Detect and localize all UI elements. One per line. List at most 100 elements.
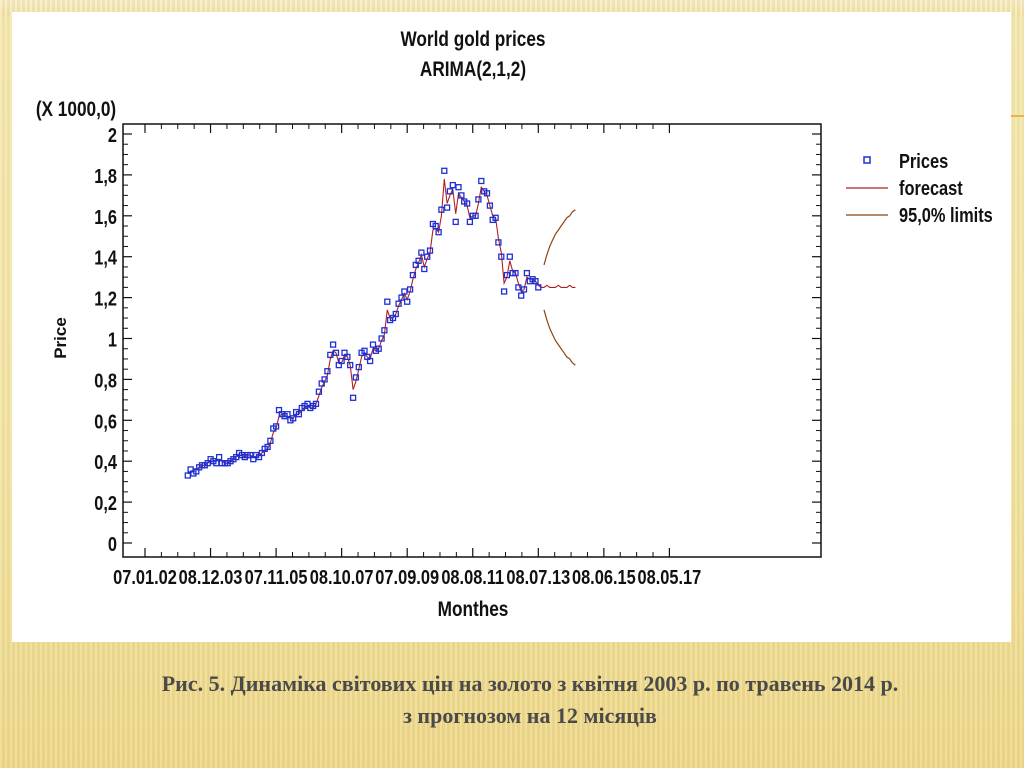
- price-point: [518, 292, 525, 299]
- price-point: [404, 298, 411, 305]
- price-point: [495, 239, 502, 246]
- y-tick-label: 0,2: [94, 492, 117, 515]
- legend-label-prices: Prices: [899, 149, 948, 172]
- price-point: [520, 286, 528, 293]
- price-point: [463, 200, 471, 207]
- price-point: [392, 310, 399, 318]
- legend-label-forecast: forecast: [899, 176, 963, 199]
- price-point: [512, 269, 519, 277]
- price-point: [290, 415, 297, 422]
- x-tick-label: 07.01.02: [113, 565, 177, 588]
- price-point: [378, 335, 385, 342]
- x-tick-label: 08.08.11: [441, 565, 504, 588]
- y-multiplier-label: (X 1000,0): [36, 99, 116, 122]
- price-point: [398, 294, 405, 301]
- price-point: [409, 271, 417, 279]
- x-axis-ticks: 07.01.02 08.12.03 07.11.05 08.10.07 07.09.09…: [113, 124, 701, 588]
- x-tick-label: 08.10.07: [310, 565, 374, 588]
- legend-label-limits: 95,0% limits: [899, 203, 993, 226]
- price-point: [284, 411, 291, 418]
- y-tick-label: 0,6: [94, 410, 117, 433]
- caption-line-1: Рис. 5. Динаміка світових цін на золото …: [161, 671, 899, 696]
- price-point: [321, 376, 328, 383]
- legend-marker-prices: [863, 156, 871, 164]
- price-point: [483, 190, 491, 197]
- price-point: [492, 214, 499, 221]
- price-point: [327, 351, 334, 359]
- price-point: [472, 212, 479, 219]
- series-points: [184, 167, 542, 479]
- y-tick-label: 2: [108, 123, 117, 146]
- price-point: [424, 253, 431, 260]
- price-point: [401, 288, 408, 295]
- price-point: [272, 423, 280, 430]
- price-point: [418, 249, 425, 256]
- price-point: [498, 253, 505, 260]
- price-point: [432, 222, 439, 230]
- price-point: [426, 247, 434, 254]
- price-point: [375, 345, 382, 352]
- chart-panel: [12, 12, 1011, 642]
- price-point: [332, 349, 340, 356]
- price-point: [443, 204, 451, 211]
- upper-limit-line: [543, 209, 576, 266]
- price-point: [478, 177, 485, 185]
- y-tick-label: 1,2: [94, 287, 117, 310]
- price-point: [312, 400, 320, 408]
- price-point: [355, 363, 362, 371]
- legend: Prices forecast 95,0% limits: [846, 149, 993, 226]
- price-point: [324, 368, 331, 375]
- x-tick-label: 08.06.15: [572, 565, 636, 588]
- y-axis-label: Price: [51, 317, 70, 359]
- plot-area-frame: [122, 123, 822, 558]
- price-point: [344, 353, 351, 361]
- price-point: [295, 411, 303, 418]
- price-point: [366, 357, 374, 365]
- x-tick-label: 08.07.13: [506, 565, 570, 588]
- chart-subtitle: ARIMA(2,1,2): [420, 59, 526, 82]
- price-point: [535, 284, 542, 291]
- caption-line-2: з прогнозом на 12 місяців: [403, 703, 657, 728]
- price-point: [532, 278, 539, 285]
- lower-limit-line: [543, 309, 576, 366]
- price-point: [421, 265, 428, 273]
- price-point: [415, 257, 422, 264]
- y-tick-label: 1: [108, 328, 117, 351]
- price-point: [438, 206, 445, 213]
- figure-caption: Рис. 5. Динаміка світових цін на золото …: [30, 668, 1024, 732]
- x-tick-label: 08.05.17: [638, 565, 702, 588]
- price-point: [406, 286, 414, 293]
- price-point: [446, 188, 454, 195]
- y-axis-ticks: 0 0,2 0,4 0,6 0,8 1 1,2 1,4 1,6 1,8 2: [94, 123, 821, 555]
- y-tick-label: 0,4: [94, 451, 118, 474]
- x-tick-label: 07.11.05: [245, 565, 308, 588]
- price-point: [506, 253, 513, 260]
- series-lines: [187, 178, 576, 475]
- price-point: [349, 394, 357, 401]
- price-point: [329, 341, 337, 348]
- forecast-line: [187, 178, 576, 475]
- price-point: [352, 374, 360, 381]
- slide-accent-line: [1008, 115, 1024, 117]
- price-point: [441, 167, 448, 174]
- price-point: [458, 192, 465, 199]
- price-point: [267, 437, 274, 444]
- price-point: [384, 298, 391, 305]
- price-point: [395, 300, 402, 307]
- y-tick-label: 1,8: [94, 164, 117, 187]
- price-point: [486, 202, 494, 209]
- chart-title: World gold prices: [400, 29, 545, 52]
- price-point: [475, 196, 482, 203]
- price-point: [347, 361, 354, 369]
- price-point: [215, 453, 223, 461]
- y-tick-label: 1,4: [94, 246, 118, 269]
- price-point: [381, 327, 388, 334]
- price-point: [435, 229, 442, 236]
- price-point: [361, 347, 368, 354]
- y-tick-label: 0: [108, 532, 117, 555]
- price-point: [466, 218, 474, 226]
- price-point: [523, 269, 531, 277]
- price-point: [449, 181, 456, 189]
- price-point: [452, 218, 459, 226]
